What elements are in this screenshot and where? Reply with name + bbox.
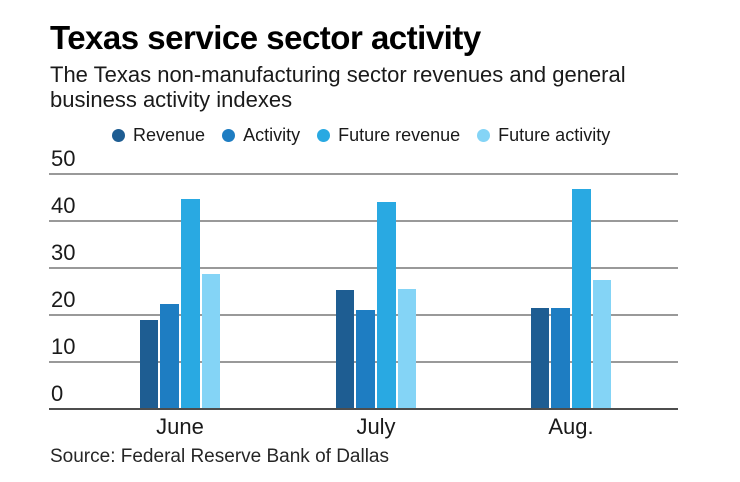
bar-future-revenue-july bbox=[377, 201, 396, 409]
x-axis-label-june: June bbox=[156, 414, 204, 439]
bar-future-revenue-aug bbox=[572, 189, 591, 409]
source-attribution: Source: Federal Reserve Bank of Dallas bbox=[50, 446, 389, 467]
x-axis-label-july: July bbox=[356, 414, 396, 439]
gridline-40 bbox=[49, 219, 678, 222]
chart-title: Texas service sector activity bbox=[50, 19, 481, 56]
legend-dot-icon bbox=[112, 129, 125, 142]
legend-dot-icon bbox=[317, 129, 331, 142]
legend-item-revenue: Revenue bbox=[112, 125, 205, 146]
bar-activity-june bbox=[160, 303, 179, 409]
bar-future-revenue-june bbox=[181, 198, 200, 409]
y-tick-label: 20 bbox=[51, 286, 76, 312]
legend-item-future-activity: Future activity bbox=[477, 125, 610, 146]
y-tick-label: 10 bbox=[51, 333, 76, 359]
x-axis-line bbox=[49, 407, 678, 410]
bar-revenue-june bbox=[139, 319, 159, 409]
bar-activity-aug bbox=[551, 307, 570, 409]
chart-subtitle-line-1: The Texas non-manufacturing sector reven… bbox=[50, 62, 626, 87]
bar-future-activity-june bbox=[201, 274, 221, 409]
y-tick-label: 50 bbox=[51, 146, 76, 171]
bar-revenue-aug bbox=[530, 307, 550, 409]
bar-revenue-july bbox=[335, 290, 355, 409]
y-tick-label: 30 bbox=[51, 239, 76, 265]
gridline-50 bbox=[49, 173, 678, 175]
legend-label: Revenue bbox=[133, 125, 206, 145]
gridline-30 bbox=[49, 266, 678, 269]
bar-future-activity-aug bbox=[592, 279, 612, 409]
chart-subtitle: The Texas non-manufacturing sector reven… bbox=[50, 62, 626, 112]
bar-activity-july bbox=[356, 310, 375, 409]
legend-label: Future activity bbox=[498, 125, 611, 145]
bar-future-activity-july bbox=[397, 289, 417, 409]
y-tick-label: 0 bbox=[51, 380, 64, 406]
legend-label: Future revenue bbox=[338, 125, 461, 145]
legend-dot-icon bbox=[222, 129, 236, 142]
legend-dot-icon bbox=[477, 129, 491, 142]
x-axis-label-aug: Aug. bbox=[548, 414, 594, 439]
legend-label: Activity bbox=[243, 125, 301, 145]
legend-item-future-revenue: Future revenue bbox=[317, 125, 460, 146]
legend: Revenue Activity Future revenue Future acti… bbox=[112, 125, 610, 146]
y-tick-label: 40 bbox=[51, 192, 76, 218]
chart-subtitle-line-2: business activity indexes bbox=[50, 87, 293, 112]
legend-item-activity: Activity bbox=[222, 125, 300, 146]
